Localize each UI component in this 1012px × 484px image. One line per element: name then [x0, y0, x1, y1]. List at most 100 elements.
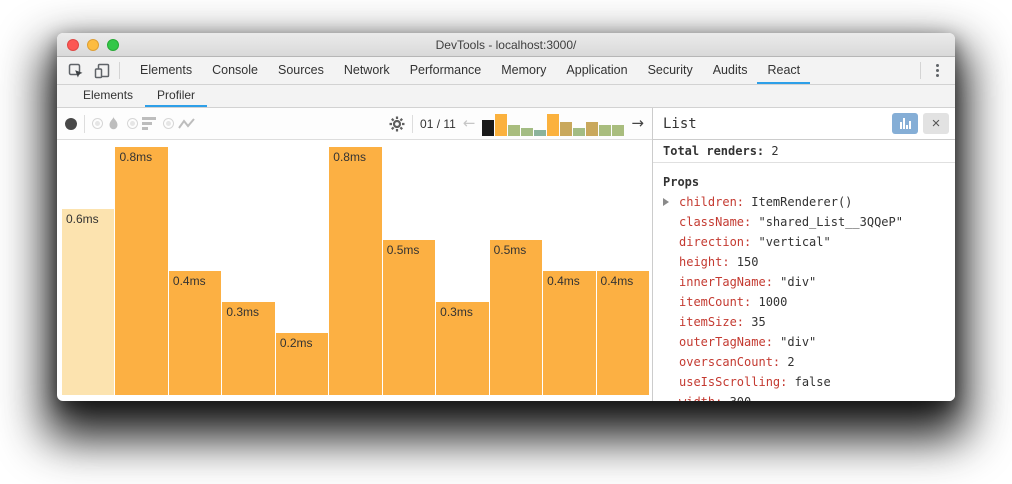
snapshot-mini-bar-7[interactable]	[560, 121, 573, 136]
snapshot-mini-bar-8[interactable]	[573, 127, 586, 136]
snapshot-mini-bar-11[interactable]	[612, 124, 625, 136]
tab-audits[interactable]: Audits	[712, 62, 748, 77]
record-icon[interactable]	[65, 117, 77, 130]
profiler-pane: 01 / 11 ← → 0.6ms 0.8ms 0.4ms 0.3ms 0.2ms 0.8…	[57, 108, 652, 401]
prop-row-itemSize: itemSize: 35	[653, 312, 955, 332]
bar-duration-label: 0.4ms	[172, 274, 206, 288]
commit-bar-3[interactable]: 0.4ms	[168, 271, 222, 395]
commit-bar-5[interactable]: 0.2ms	[275, 333, 329, 395]
prop-row-innerTagName: innerTagName: "div"	[653, 272, 955, 292]
details-body: Total renders: 2 Props children: ItemRen…	[653, 140, 955, 401]
prop-key: useIsScrolling:	[679, 375, 788, 389]
subtab-profiler[interactable]: Profiler	[145, 85, 208, 107]
prop-key: overscanCount:	[679, 355, 781, 369]
react-sub-tabs: Elements Profiler	[71, 85, 208, 107]
snapshot-selector-chart	[482, 112, 625, 136]
toolbar-divider	[119, 62, 120, 79]
devtools-window: DevTools - localhost:3000/ Elements Conso…	[57, 33, 955, 401]
snapshot-mini-bar-10[interactable]	[599, 124, 612, 136]
prop-key: direction:	[679, 235, 752, 249]
component-details-panel: List × Total renders: 2 Props children: …	[653, 108, 955, 401]
close-details-icon[interactable]: ×	[923, 113, 949, 134]
commit-bar-6[interactable]: 0.8ms	[329, 147, 382, 395]
title-bar: DevTools - localhost:3000/	[57, 33, 955, 57]
device-toolbar-icon[interactable]	[89, 57, 115, 84]
snapshot-mini-bar-2[interactable]	[495, 113, 508, 136]
traffic-lights	[67, 39, 119, 51]
snapshot-mini-bar-1-selected[interactable]	[482, 119, 495, 136]
prop-value: "vertical"	[751, 235, 831, 249]
interactions-view-radio[interactable]	[163, 117, 196, 130]
tab-network[interactable]: Network	[343, 62, 390, 77]
commit-bar-2[interactable]: 0.8ms	[115, 147, 168, 395]
prop-row-useIsScrolling: useIsScrolling: false	[653, 372, 955, 392]
commit-bar-9[interactable]: 0.5ms	[489, 240, 543, 395]
tab-performance[interactable]: Performance	[409, 62, 482, 77]
next-snapshot-icon[interactable]: →	[631, 114, 644, 132]
prop-row-itemCount: itemCount: 1000	[653, 292, 955, 312]
flamegraph-view-radio[interactable]	[92, 116, 120, 131]
interactions-line-icon	[178, 117, 195, 129]
snapshot-position-label: 01 / 11	[420, 116, 456, 131]
prop-value: 35	[744, 315, 766, 329]
subtab-elements[interactable]: Elements	[83, 88, 134, 102]
pane-divider[interactable]	[652, 108, 653, 401]
tab-memory[interactable]: Memory	[501, 62, 547, 77]
tab-sources[interactable]: Sources	[277, 62, 324, 77]
snapshot-mini-bar-5[interactable]	[534, 129, 547, 136]
tab-console[interactable]: Console	[212, 62, 258, 77]
commit-bar-4[interactable]: 0.3ms	[222, 302, 275, 395]
commit-bar-10[interactable]: 0.4ms	[543, 271, 596, 395]
total-renders-row: Total renders: 2	[653, 140, 955, 163]
bar-chart-icon	[899, 118, 911, 129]
minimize-window-button[interactable]	[87, 39, 99, 51]
prop-value: ItemRenderer()	[744, 195, 853, 209]
main-tabs: Elements Console Sources Network Performance…	[130, 57, 811, 84]
prop-value: 300	[722, 395, 752, 401]
render-chart-button[interactable]	[892, 113, 918, 134]
more-options-icon[interactable]	[925, 57, 949, 84]
prop-row-outerTagName: outerTagName: "div"	[653, 332, 955, 352]
prop-key: itemCount:	[679, 295, 752, 309]
devtools-tab-bar: Elements Console Sources Network Performance…	[57, 57, 955, 85]
details-header: List ×	[653, 108, 955, 140]
bar-duration-label: 0.5ms	[493, 243, 527, 257]
commit-bar-7[interactable]: 0.5ms	[382, 240, 436, 395]
prop-value: 2	[780, 355, 795, 369]
prop-value: "div"	[772, 335, 817, 349]
bar-duration-label: 0.2ms	[279, 336, 313, 350]
commit-bar-8[interactable]: 0.3ms	[436, 302, 489, 395]
total-renders-label: Total renders:	[663, 144, 765, 158]
react-sub-tab-bar: Elements Profiler	[57, 85, 955, 108]
snapshot-mini-bar-6[interactable]	[547, 113, 560, 136]
prop-key: outerTagName:	[679, 335, 773, 349]
inspect-element-icon[interactable]	[63, 57, 89, 84]
bar-duration-label: 0.5ms	[386, 243, 420, 257]
settings-gear-icon[interactable]	[389, 116, 405, 132]
bar-duration-label: 0.4ms	[600, 274, 634, 288]
commit-bar-1[interactable]: 0.6ms	[62, 209, 115, 395]
prop-key: width:	[679, 395, 722, 401]
prop-row-height: height: 150	[653, 252, 955, 272]
snapshot-mini-bar-3[interactable]	[508, 124, 521, 136]
tab-security[interactable]: Security	[647, 62, 693, 77]
tab-application[interactable]: Application	[566, 62, 628, 77]
zoom-window-button[interactable]	[107, 39, 119, 51]
tab-react[interactable]: React	[757, 57, 811, 84]
snapshot-mini-bar-9[interactable]	[586, 121, 599, 136]
tab-elements[interactable]: Elements	[140, 62, 193, 77]
commit-bar-11[interactable]: 0.4ms	[596, 271, 649, 395]
flame-icon	[109, 116, 118, 130]
close-window-button[interactable]	[67, 39, 79, 51]
snapshot-mini-bar-4[interactable]	[521, 127, 534, 136]
ranked-view-radio[interactable]	[127, 117, 156, 130]
previous-snapshot-icon[interactable]: ←	[462, 114, 476, 132]
prop-row-children: children: ItemRenderer()	[653, 192, 955, 212]
prop-row-overscanCount: overscanCount: 2	[653, 352, 955, 372]
total-renders-value: 2	[771, 144, 779, 158]
props-heading: Props	[663, 175, 700, 189]
radio-icon	[127, 118, 138, 129]
expand-triangle-icon[interactable]	[663, 198, 669, 206]
bar-duration-label: 0.6ms	[66, 212, 99, 226]
prop-key: itemSize:	[679, 315, 745, 329]
